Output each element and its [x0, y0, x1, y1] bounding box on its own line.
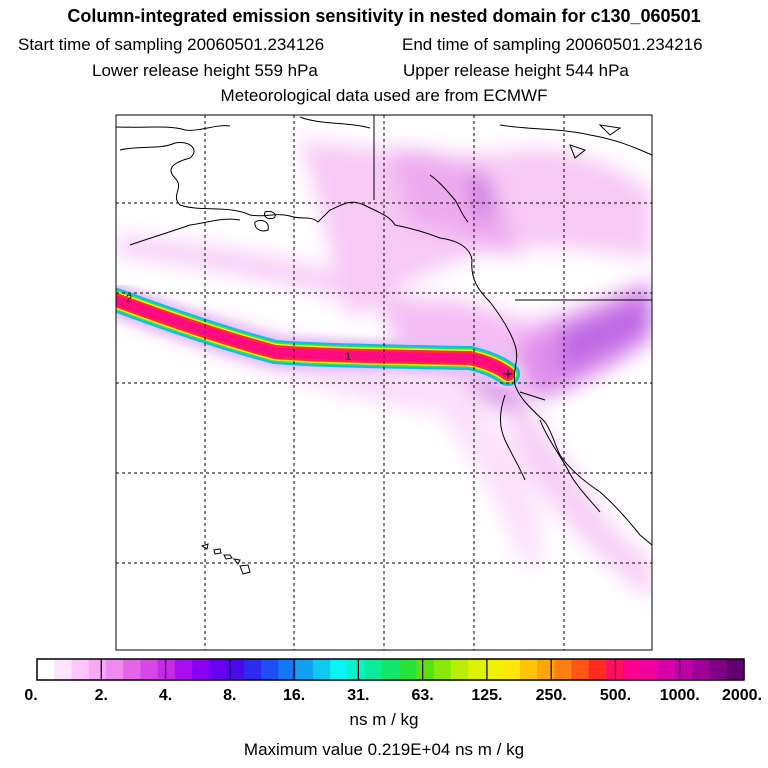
maximum-value: Maximum value 0.219E+04 ns m / kg [243, 740, 525, 759]
colorbar-cell [502, 659, 521, 680]
colorbar-cell [330, 659, 348, 680]
receptor-marker: + [503, 364, 514, 384]
graticule [116, 115, 652, 650]
colorbar-cell [295, 659, 314, 680]
colorbar-cell [485, 659, 504, 680]
plot-title: Column-integrated emission sensitivity i… [67, 6, 701, 26]
colorbar-unit: ns m / kg [349, 710, 419, 729]
colorbar-tick-label: 16. [283, 687, 305, 704]
colorbar-cell [88, 659, 107, 680]
colorbar-cell [226, 659, 245, 680]
colorbar-tick-label: 4. [159, 687, 172, 704]
colorbar-tick-label: 250. [536, 687, 567, 704]
colorbar-cell [640, 659, 659, 680]
colorbar-cell [209, 659, 228, 680]
release-label-1: 1 [345, 351, 351, 363]
met-data-source: Meteorological data used are from ECMWF [220, 86, 548, 105]
colorbar-cell [347, 659, 366, 680]
colorbar-tick-label: 31. [347, 687, 369, 704]
colorbar-tick-label: 63. [412, 687, 434, 704]
end-time: End time of sampling 20060501.234216 [402, 35, 703, 54]
colorbar-tick-label: 1000. [660, 687, 700, 704]
colorbar-cell [588, 659, 607, 680]
map-frame [115, 114, 653, 651]
colorbar-cell [571, 659, 590, 680]
colorbar-cell [450, 659, 469, 680]
colorbar-cell [692, 659, 711, 680]
colorbar-cell [105, 659, 124, 680]
plume [116, 283, 525, 391]
colorbar-cell [519, 659, 538, 680]
colorbar-cell [433, 659, 452, 680]
colorbar-tick-label: 2000. [722, 687, 762, 704]
start-time: Start time of sampling 20060501.234126 [18, 35, 325, 54]
colorbar-cell [399, 659, 417, 680]
colorbar-tick-label: 0. [24, 687, 37, 704]
colorbar-tick-label: 125. [471, 687, 502, 704]
release-label-2: 2 [126, 293, 132, 305]
borders [373, 115, 652, 401]
colorbar-cell [468, 659, 486, 680]
colorbar-cell [416, 659, 435, 680]
colorbar-cell [675, 659, 693, 680]
upper-release-height: Upper release height 544 hPa [403, 61, 629, 80]
colorbar-cell [140, 659, 159, 680]
colorbar-cell [54, 659, 73, 680]
colorbar-cell [623, 659, 642, 680]
colorbar-cell [312, 659, 331, 680]
colorbar-cell [37, 659, 55, 680]
colorbar-cell [554, 659, 573, 680]
colorbar-cell [381, 659, 400, 680]
colorbar-tick-label: 2. [95, 687, 108, 704]
colorbar-cell [261, 659, 280, 680]
colorbar-cell [192, 659, 211, 680]
colorbar-cell [657, 659, 676, 680]
colorbar-cell [174, 659, 193, 680]
colorbar-cell [157, 659, 176, 680]
colorbar-cell [278, 659, 297, 680]
colorbar-cell [123, 659, 142, 680]
colorbar-tick-label: 8. [223, 687, 236, 704]
colorbar-cell [709, 659, 728, 680]
colorbar-cell [71, 659, 90, 680]
hawaii-islands [200, 543, 251, 575]
colorbar-cell [243, 659, 262, 680]
colorbar-cell [364, 659, 383, 680]
lower-release-height: Lower release height 559 hPa [92, 61, 318, 80]
colorbar: 0. 2. 4. 8. 16. 31. 63. 125. 250. 500. 1000. 2000. [24, 658, 762, 704]
colorbar-cell [726, 659, 745, 680]
colorbar-cell [537, 659, 555, 680]
colorbar-tick-label: 500. [600, 687, 631, 704]
colorbar-frame [36, 658, 745, 681]
coastlines [116, 116, 652, 546]
